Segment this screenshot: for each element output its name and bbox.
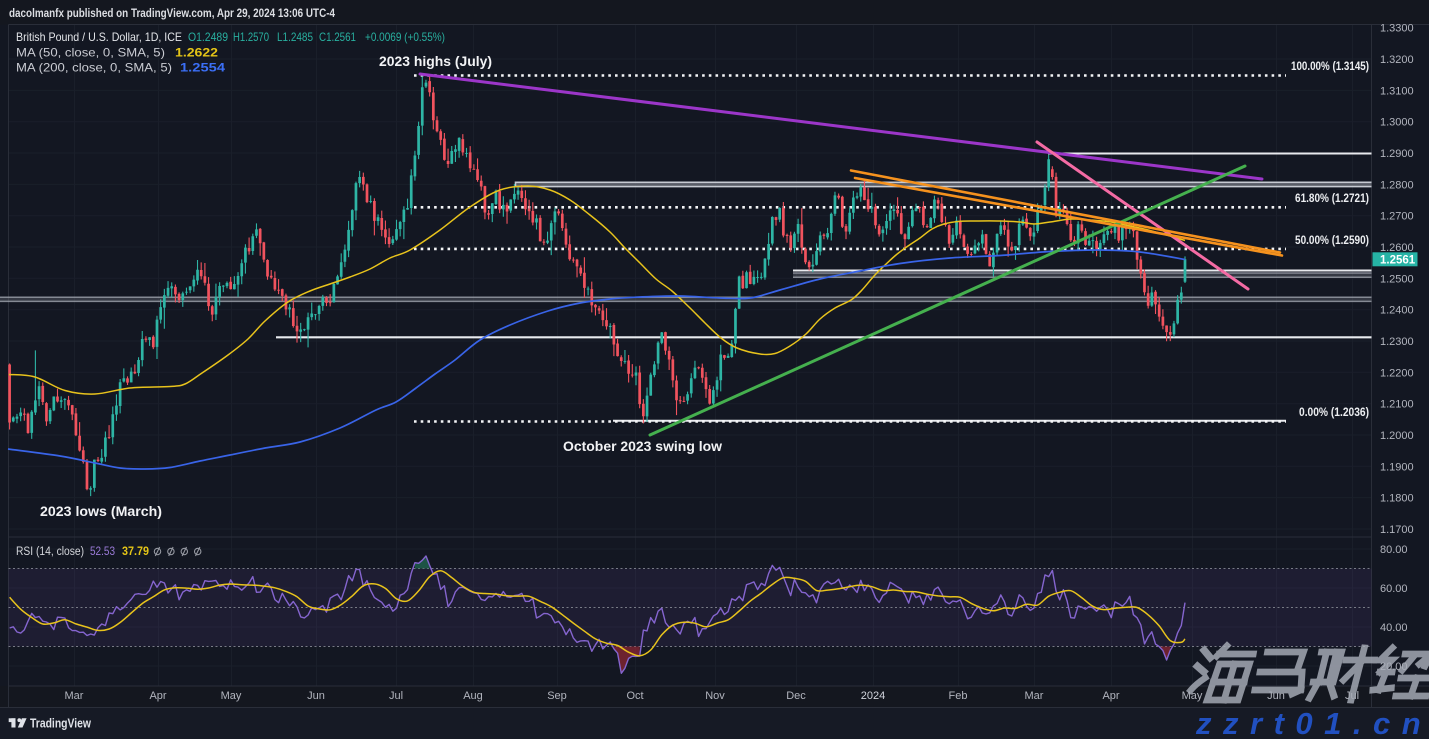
svg-text:80.00: 80.00	[1380, 544, 1408, 556]
svg-text:C1.2561: C1.2561	[319, 30, 356, 44]
svg-text:Apr: Apr	[1102, 690, 1119, 702]
svg-text:TradingView: TradingView	[30, 717, 91, 731]
svg-text:100.00% (1.3145): 100.00% (1.3145)	[1291, 61, 1369, 73]
svg-text:1.1700: 1.1700	[1380, 524, 1414, 536]
svg-text:Dec: Dec	[786, 690, 806, 702]
svg-text:O1.2489: O1.2489	[188, 30, 228, 44]
svg-text:1.2561: 1.2561	[1380, 254, 1416, 266]
svg-text:2023 lows (March): 2023 lows (March)	[40, 503, 162, 519]
svg-text:Jun: Jun	[307, 690, 325, 702]
svg-text:1.2700: 1.2700	[1380, 211, 1414, 223]
svg-text:RSI (14, close): RSI (14, close)	[16, 546, 84, 558]
svg-text:1.2554: 1.2554	[180, 61, 225, 75]
svg-text:British Pound / U.S. Dollar, 1: British Pound / U.S. Dollar, 1D, ICE	[16, 30, 182, 44]
svg-text:1.2600: 1.2600	[1380, 242, 1414, 254]
svg-text:1.2100: 1.2100	[1380, 399, 1414, 411]
svg-text:60.00: 60.00	[1380, 583, 1408, 595]
svg-text:2023 highs (July): 2023 highs (July)	[379, 53, 492, 69]
svg-text:MA (50, close, 0, SMA, 5): MA (50, close, 0, SMA, 5)	[16, 46, 165, 60]
svg-text:Oct: Oct	[626, 690, 643, 702]
svg-text:1.1800: 1.1800	[1380, 493, 1414, 505]
svg-text:L1.2485: L1.2485	[277, 30, 313, 44]
svg-text:1.2400: 1.2400	[1380, 305, 1414, 317]
svg-text:1.3100: 1.3100	[1380, 85, 1414, 97]
svg-text:1.2800: 1.2800	[1380, 179, 1414, 191]
svg-text:dacolmanfx published on Tradin: dacolmanfx published on TradingView.com,…	[9, 6, 335, 20]
svg-text:Feb: Feb	[949, 690, 968, 702]
svg-text:H1.2570: H1.2570	[233, 30, 269, 44]
svg-text:May: May	[221, 690, 242, 702]
svg-text:Mar: Mar	[1025, 690, 1044, 702]
svg-text:1.2200: 1.2200	[1380, 367, 1414, 379]
svg-text:zzrt01.cn: zzrt01.cn	[1195, 706, 1429, 739]
svg-text:October 2023 swing low: October 2023 swing low	[563, 438, 722, 454]
svg-text:1.3300: 1.3300	[1380, 23, 1414, 35]
svg-text:1.3200: 1.3200	[1380, 54, 1414, 66]
svg-text:May: May	[1182, 690, 1203, 702]
svg-text:+0.0069 (+0.55%): +0.0069 (+0.55%)	[365, 30, 445, 44]
svg-text:Jul: Jul	[389, 690, 403, 702]
svg-text:1.2000: 1.2000	[1380, 430, 1414, 442]
svg-text:0.00% (1.2036): 0.00% (1.2036)	[1299, 407, 1369, 419]
svg-text:52.53: 52.53	[90, 546, 115, 558]
svg-text:61.80% (1.2721): 61.80% (1.2721)	[1295, 193, 1369, 205]
svg-text:1.1900: 1.1900	[1380, 461, 1414, 473]
svg-text:MA (200, close, 0, SMA, 5): MA (200, close, 0, SMA, 5)	[16, 61, 172, 75]
svg-text:2024: 2024	[861, 690, 885, 702]
svg-text:1.2900: 1.2900	[1380, 148, 1414, 160]
svg-text:40.00: 40.00	[1380, 622, 1408, 634]
svg-text:1.2622: 1.2622	[175, 46, 218, 60]
svg-text:1.2500: 1.2500	[1380, 273, 1414, 285]
svg-text:Mar: Mar	[65, 690, 84, 702]
svg-text:Apr: Apr	[149, 690, 166, 702]
svg-text:Nov: Nov	[705, 690, 725, 702]
svg-text:37.79: 37.79	[122, 546, 149, 558]
svg-text:Aug: Aug	[463, 690, 483, 702]
svg-text:1.2300: 1.2300	[1380, 336, 1414, 348]
svg-text:Sep: Sep	[547, 690, 567, 702]
svg-text:50.00% (1.2590): 50.00% (1.2590)	[1295, 235, 1369, 247]
svg-text:1.3000: 1.3000	[1380, 117, 1414, 129]
